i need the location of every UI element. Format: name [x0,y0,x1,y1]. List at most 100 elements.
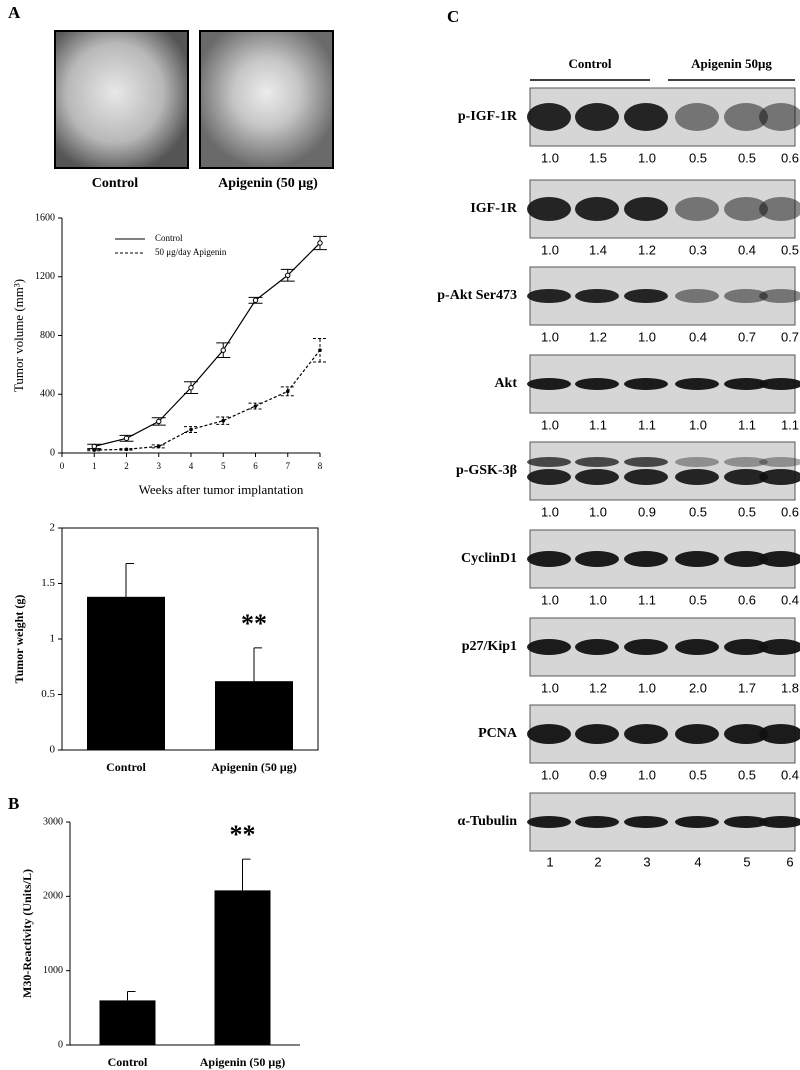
band-quantification: 1.7 [738,680,756,695]
band-quantification: 0.6 [781,150,799,165]
legend-label: 50 μg/day Apigenin [155,247,227,257]
protein-label: PCNA [478,726,518,741]
band-quantification: 1.4 [589,242,607,257]
protein-label: p-GSK-3β [456,463,517,478]
x-tick-label: 3 [157,461,162,471]
lane-number: 5 [743,854,750,869]
data-point [156,418,162,425]
blot-band [724,469,768,485]
blot-band [675,639,719,655]
blot-band [759,378,800,390]
protein-label: p-Akt Ser473 [437,288,517,303]
x-tick-label: 0 [60,461,65,471]
protein-label: CyclinD1 [461,551,517,566]
error-bar [127,990,136,1001]
band-quantification: 1.2 [638,242,656,257]
y-tick-label: 0 [58,1039,63,1050]
blot-band [724,378,768,390]
x-tick-label: 6 [253,461,258,471]
band-quantification: 1.0 [541,242,559,257]
x-tick-label: 4 [189,461,194,471]
data-point [188,384,194,391]
y-tick-label: 2000 [43,891,63,902]
y-axis-label: Tumor weight (g) [12,595,26,684]
band-quantification: 0.5 [689,592,707,607]
blot-band [759,816,800,828]
error-bar [280,386,295,397]
band-quantification: 1.0 [541,767,559,782]
panel-label: C [447,7,459,26]
blot-band [624,816,668,828]
x-tick-label: 7 [286,461,291,471]
tumor-photo [199,30,334,169]
y-axis-label: Tumor volume (mm³) [11,279,26,392]
lane-number: 1 [546,854,553,869]
lane-number: 3 [643,854,650,869]
blot-band [575,724,619,744]
band-quantification: 1.2 [589,680,607,695]
band-quantification: 0.7 [781,329,799,344]
band-quantification: 1.0 [541,329,559,344]
data-point [253,404,258,408]
blot-band [759,469,800,485]
data-point [221,418,226,423]
error-bar [216,416,231,425]
band-quantification: 0.6 [781,504,799,519]
y-tick-label: 0.5 [41,688,55,700]
protein-label: Akt [494,376,517,391]
data-point [252,297,259,303]
blot-band [575,197,619,221]
y-tick-label: 3000 [43,816,63,827]
blot-band [575,551,619,567]
blot-band [724,551,768,567]
legend-label: Control [155,233,183,243]
error-bar [125,563,134,597]
blot-band [675,457,719,467]
y-tick-label: 400 [40,389,55,400]
blot-band [527,816,571,828]
x-tick-label: 8 [318,461,323,471]
bar [214,890,271,1045]
x-tick-label: 2 [124,461,129,471]
blot-band [759,457,800,467]
band-quantification: 0.5 [689,150,707,165]
band-quantification: 1.1 [589,417,607,432]
data-point [91,443,97,450]
panel-label: A [8,3,21,22]
blot-band [759,103,800,131]
blot-band [624,551,668,567]
error-bar [242,858,251,891]
bar [215,681,293,750]
band-quantification: 1.0 [541,150,559,165]
band-quantification: 0.5 [738,150,756,165]
band-quantification: 1.0 [638,767,656,782]
data-point [92,448,97,452]
band-quantification: 0.4 [689,329,707,344]
blot-band [675,724,719,744]
photo-label: Apigenin (50 μg) [218,176,318,191]
protein-label: α-Tubulin [458,814,518,829]
y-tick-label: 1000 [43,965,63,976]
band-quantification: 0.5 [689,504,707,519]
band-quantification: 1.0 [541,504,559,519]
blot-band [759,551,800,567]
band-quantification: 0.5 [738,767,756,782]
y-tick-label: 1.5 [41,577,55,589]
data-point [156,444,161,449]
blot-band [624,197,668,221]
blot-band [575,289,619,303]
blot-band [759,197,800,221]
data-point [123,435,130,442]
blot-band [624,639,668,655]
blot-band [624,289,668,303]
band-quantification: 1.2 [589,329,607,344]
blot-band [575,103,619,131]
band-quantification: 1.1 [738,417,756,432]
band-quantification: 1.1 [638,592,656,607]
band-quantification: 1.0 [638,329,656,344]
band-quantification: 1.0 [541,680,559,695]
lane-number: 6 [786,854,793,869]
blot-band [527,197,571,221]
blot-band [527,724,571,744]
